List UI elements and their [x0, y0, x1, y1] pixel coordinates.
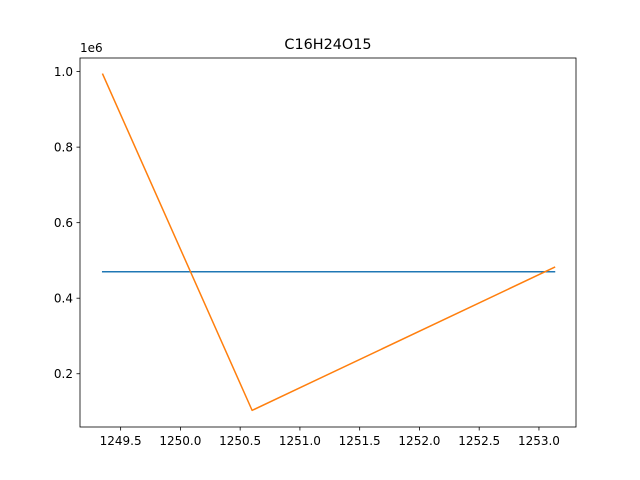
plot-area-frame — [79, 57, 577, 428]
x-tick-label: 1249.5 — [100, 434, 142, 448]
series-line-2 — [101, 73, 556, 412]
y-tick-label: 0.2 — [54, 367, 73, 381]
y-axis-offset-label: 1e6 — [80, 41, 103, 55]
x-tick-label: 1252.5 — [458, 434, 500, 448]
x-tick-label: 1250.0 — [159, 434, 201, 448]
series-layer — [101, 73, 556, 412]
x-tick-label: 1253.0 — [518, 434, 560, 448]
y-tick-label: 1.0 — [54, 65, 73, 79]
x-tick-label: 1252.0 — [398, 434, 440, 448]
x-tick-label: 1251.0 — [279, 434, 321, 448]
y-tick-label: 0.8 — [54, 140, 73, 154]
y-tick-label: 0.6 — [54, 216, 73, 230]
x-tick-label: 1250.5 — [219, 434, 261, 448]
x-tick-label: 1251.5 — [339, 434, 381, 448]
chart-title: C16H24O15 — [284, 37, 371, 53]
y-tick-label: 0.4 — [54, 292, 73, 306]
x-axis: 1249.5 1250.0 1250.5 1251.0 1251.5 1252.0 1252… — [100, 427, 560, 448]
y-axis: 0.2 0.4 0.6 0.8 1.0 — [54, 65, 80, 381]
